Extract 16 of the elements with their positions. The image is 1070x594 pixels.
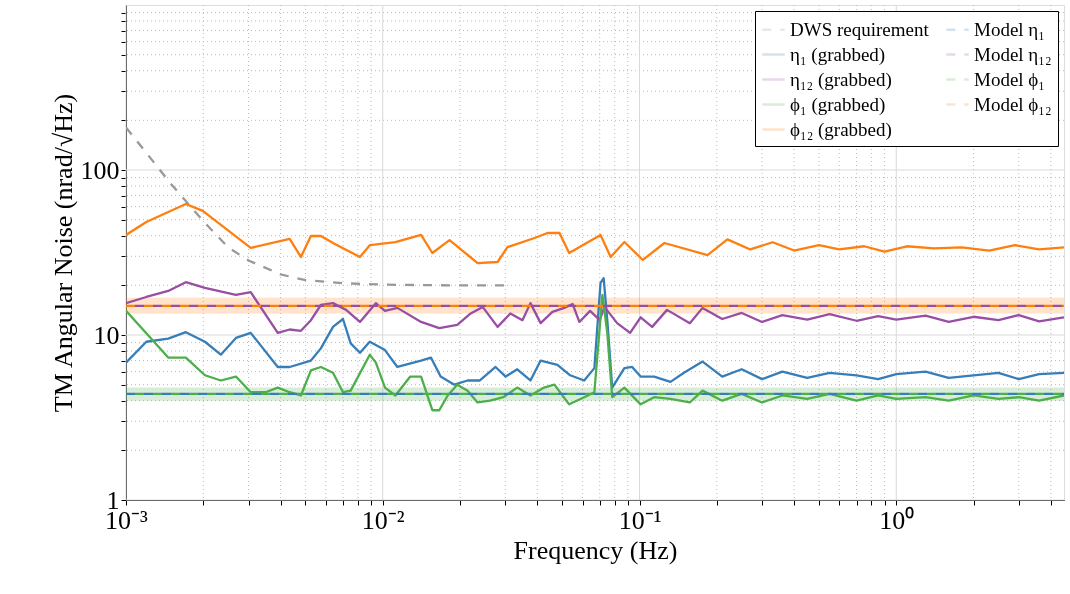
y-tick-label: 100 bbox=[80, 155, 120, 185]
x-axis-title: Frequency (Hz) bbox=[513, 535, 678, 565]
legend-label: ϕ₁₂ (grabbed) bbox=[790, 118, 892, 141]
legend-label: η₁₂ (grabbed) bbox=[790, 68, 892, 91]
legend-label: Model ϕ₁ bbox=[974, 68, 1045, 90]
legend-label: DWS requirement bbox=[790, 18, 930, 40]
x-tick-label: 10⁻¹ bbox=[618, 505, 662, 535]
y-tick-label: 10 bbox=[93, 320, 120, 350]
x-tick-label: 10⁻² bbox=[361, 505, 405, 535]
legend-label: Model η₁₂ bbox=[974, 43, 1052, 65]
y-axis-title: TM Angular Noise (nrad/√Hz) bbox=[48, 93, 78, 413]
legend-label: Model ϕ₁₂ bbox=[974, 93, 1052, 115]
legend-label: Model η₁ bbox=[974, 18, 1045, 40]
x-tick-label: 10⁰ bbox=[879, 505, 915, 535]
legend-label: ϕ₁ (grabbed) bbox=[790, 93, 886, 116]
legend-label: η₁ (grabbed) bbox=[790, 43, 886, 66]
